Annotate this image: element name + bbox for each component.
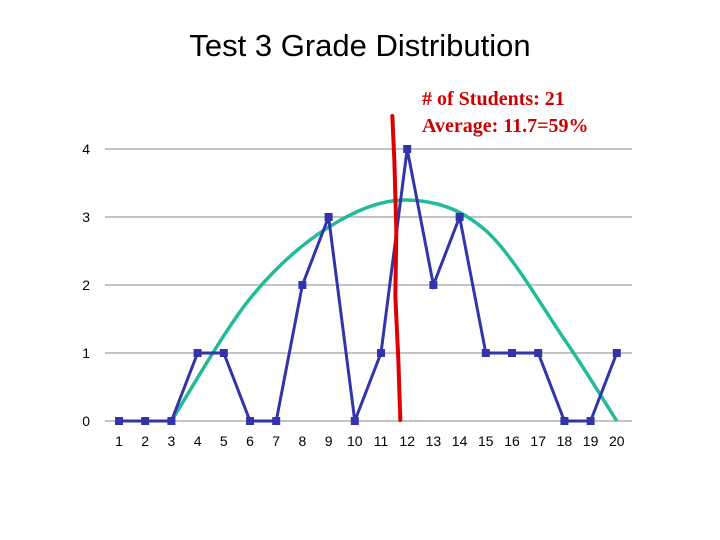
average-marker-group	[390, 114, 403, 422]
chart-title: Test 3 Grade Distribution	[189, 28, 531, 63]
data-point	[324, 213, 333, 221]
annotation-box: # of Students: 21 Average: 11.7=59%	[422, 86, 589, 140]
x-tick-label: 19	[583, 433, 599, 449]
data-point	[350, 417, 359, 425]
data-point	[115, 417, 123, 425]
x-tick-label: 14	[452, 433, 468, 449]
data-point	[377, 349, 385, 357]
data-point	[193, 349, 202, 357]
data-point	[508, 349, 516, 357]
x-tick-label: 20	[609, 433, 625, 449]
x-tick-label: 5	[220, 433, 228, 449]
annotation-students: # of Students: 21	[422, 88, 565, 110]
data-point	[298, 281, 307, 289]
y-tick-label: 1	[82, 345, 90, 361]
x-tick-label: 3	[168, 433, 176, 449]
x-tick-label: 9	[325, 433, 333, 449]
data-point	[141, 417, 150, 425]
grid-lines	[105, 148, 632, 422]
x-tick-labels: 1 2 3 4 5 6 7 8 9 10 11 12 13 14 15 16 17 18 19 20	[115, 433, 625, 449]
data-point	[455, 213, 464, 221]
x-tick-label: 12	[399, 433, 415, 449]
x-tick-label: 11	[374, 433, 389, 449]
x-tick-label: 8	[299, 433, 307, 449]
data-point	[481, 349, 490, 357]
y-tick-label: 0	[82, 413, 90, 429]
data-point	[534, 349, 543, 357]
fit-curve-group	[169, 198, 619, 422]
x-tick-label: 13	[426, 433, 442, 449]
x-tick-label: 17	[530, 433, 546, 449]
x-tick-label: 4	[194, 433, 202, 449]
data-point	[612, 349, 621, 357]
data-point	[586, 417, 595, 425]
y-tick-labels: 0 1 2 3 4	[82, 141, 90, 429]
x-tick-label: 18	[557, 433, 573, 449]
x-tick-label: 2	[141, 433, 149, 449]
data-point	[167, 417, 176, 425]
y-tick-label: 4	[82, 141, 90, 157]
x-tick-label: 15	[478, 433, 494, 449]
x-tick-label: 7	[272, 433, 280, 449]
y-tick-label: 3	[82, 209, 90, 225]
data-point	[429, 281, 438, 289]
y-tick-label: 2	[82, 277, 90, 293]
x-tick-label: 16	[504, 433, 520, 449]
data-point	[219, 349, 228, 357]
fit-curve	[169, 198, 619, 422]
x-tick-label: 6	[246, 433, 254, 449]
data-point	[560, 417, 569, 425]
x-tick-label: 10	[347, 433, 363, 449]
x-tick-label: 1	[115, 433, 123, 449]
data-point	[272, 417, 281, 425]
series-group	[115, 145, 621, 425]
data-point	[246, 417, 254, 425]
average-line	[390, 114, 403, 422]
series-line	[119, 148, 619, 423]
data-point	[403, 145, 412, 153]
annotation-average: Average: 11.7=59%	[422, 115, 589, 137]
